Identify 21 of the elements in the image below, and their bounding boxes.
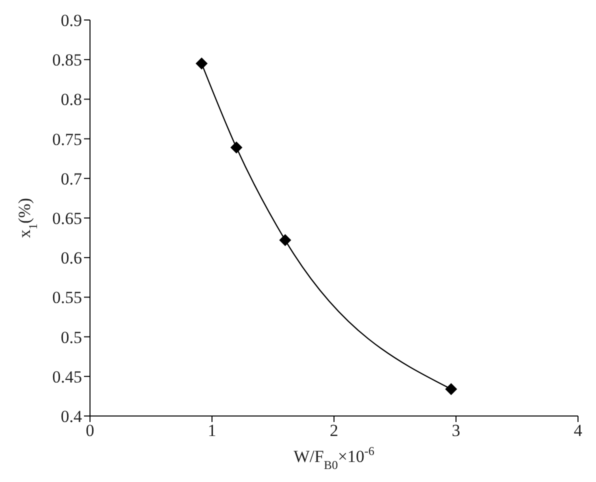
x-tick-label: 0 bbox=[86, 421, 94, 440]
y-tick-label: 0.55 bbox=[52, 288, 82, 308]
x-tick-label: 2 bbox=[330, 421, 338, 440]
x-tick-label: 1 bbox=[208, 421, 216, 440]
y-tick-label: 0.45 bbox=[52, 367, 82, 386]
y-tick-label: 0.8 bbox=[60, 90, 82, 110]
y-tick-label: 0.7 bbox=[60, 169, 82, 188]
point bbox=[196, 58, 208, 70]
x-tick-label: 3 bbox=[452, 421, 460, 440]
y-tick-label: 0.65 bbox=[52, 209, 82, 228]
x-axis-title: W/F$_{B0}$×10$^{-6}$ bbox=[294, 444, 374, 472]
y-tick-label: 0.75 bbox=[52, 130, 82, 149]
y-tick-label: 0.9 bbox=[60, 11, 82, 30]
y-tick-label: 0.4 bbox=[60, 407, 82, 426]
point bbox=[230, 142, 242, 154]
y-tick-label: 0.85 bbox=[52, 50, 82, 70]
point bbox=[279, 234, 292, 246]
y-tick-label: 0.6 bbox=[60, 248, 82, 268]
x-tick-label: 4 bbox=[574, 421, 583, 440]
y-tick-label: 0.5 bbox=[60, 328, 82, 347]
point bbox=[445, 383, 458, 396]
